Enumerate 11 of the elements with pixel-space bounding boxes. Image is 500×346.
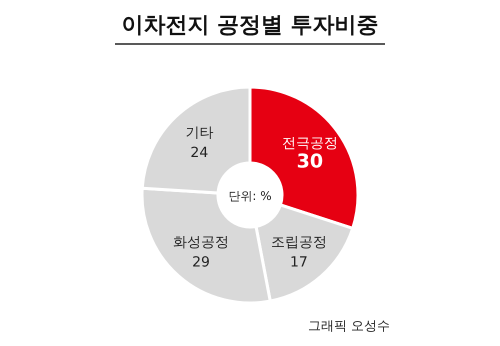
data-label: 30 — [296, 150, 324, 173]
data-label: 24 — [190, 145, 208, 162]
data-label: 29 — [192, 254, 210, 271]
slice-label: 조립공정 — [270, 234, 327, 251]
text: 그래픽 오성수 — [308, 319, 390, 334]
text: 단위: % — [228, 189, 272, 203]
chart-title: 이차전지 공정별 투자비중 — [121, 13, 379, 38]
data-label: 17 — [290, 254, 308, 271]
slice-label: 전극공정 — [282, 136, 338, 152]
slice-label: 화성공정 — [173, 234, 230, 251]
slice-label: 기타 — [185, 125, 214, 142]
